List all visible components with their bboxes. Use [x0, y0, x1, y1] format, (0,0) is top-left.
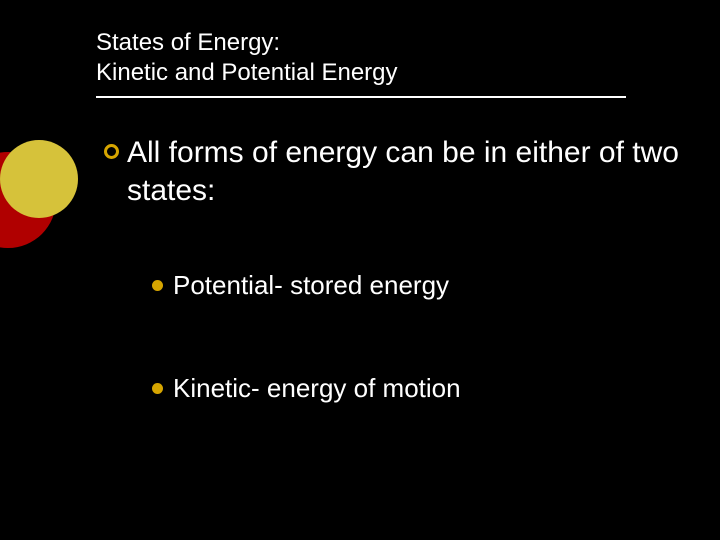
- ring-bullet-icon: [104, 144, 119, 159]
- main-bullet: All forms of energy can be in either of …: [104, 134, 680, 209]
- slide-title: States of Energy: Kinetic and Potential …: [96, 28, 626, 98]
- dot-bullet-icon: [152, 383, 163, 394]
- sub-bullet-kinetic: Kinetic- energy of motion: [152, 372, 680, 405]
- sub-bullet-text: Potential- stored energy: [173, 269, 449, 302]
- sub-bullet-potential: Potential- stored energy: [152, 269, 680, 302]
- title-line-1: States of Energy:: [96, 28, 626, 58]
- title-line-2: Kinetic and Potential Energy: [96, 58, 626, 88]
- sub-bullet-text: Kinetic- energy of motion: [173, 372, 461, 405]
- slide-content: States of Energy: Kinetic and Potential …: [96, 28, 680, 474]
- main-bullet-text: All forms of energy can be in either of …: [127, 134, 680, 209]
- decor-circle-yellow: [0, 140, 78, 218]
- corner-graphic: [0, 140, 80, 260]
- dot-bullet-icon: [152, 280, 163, 291]
